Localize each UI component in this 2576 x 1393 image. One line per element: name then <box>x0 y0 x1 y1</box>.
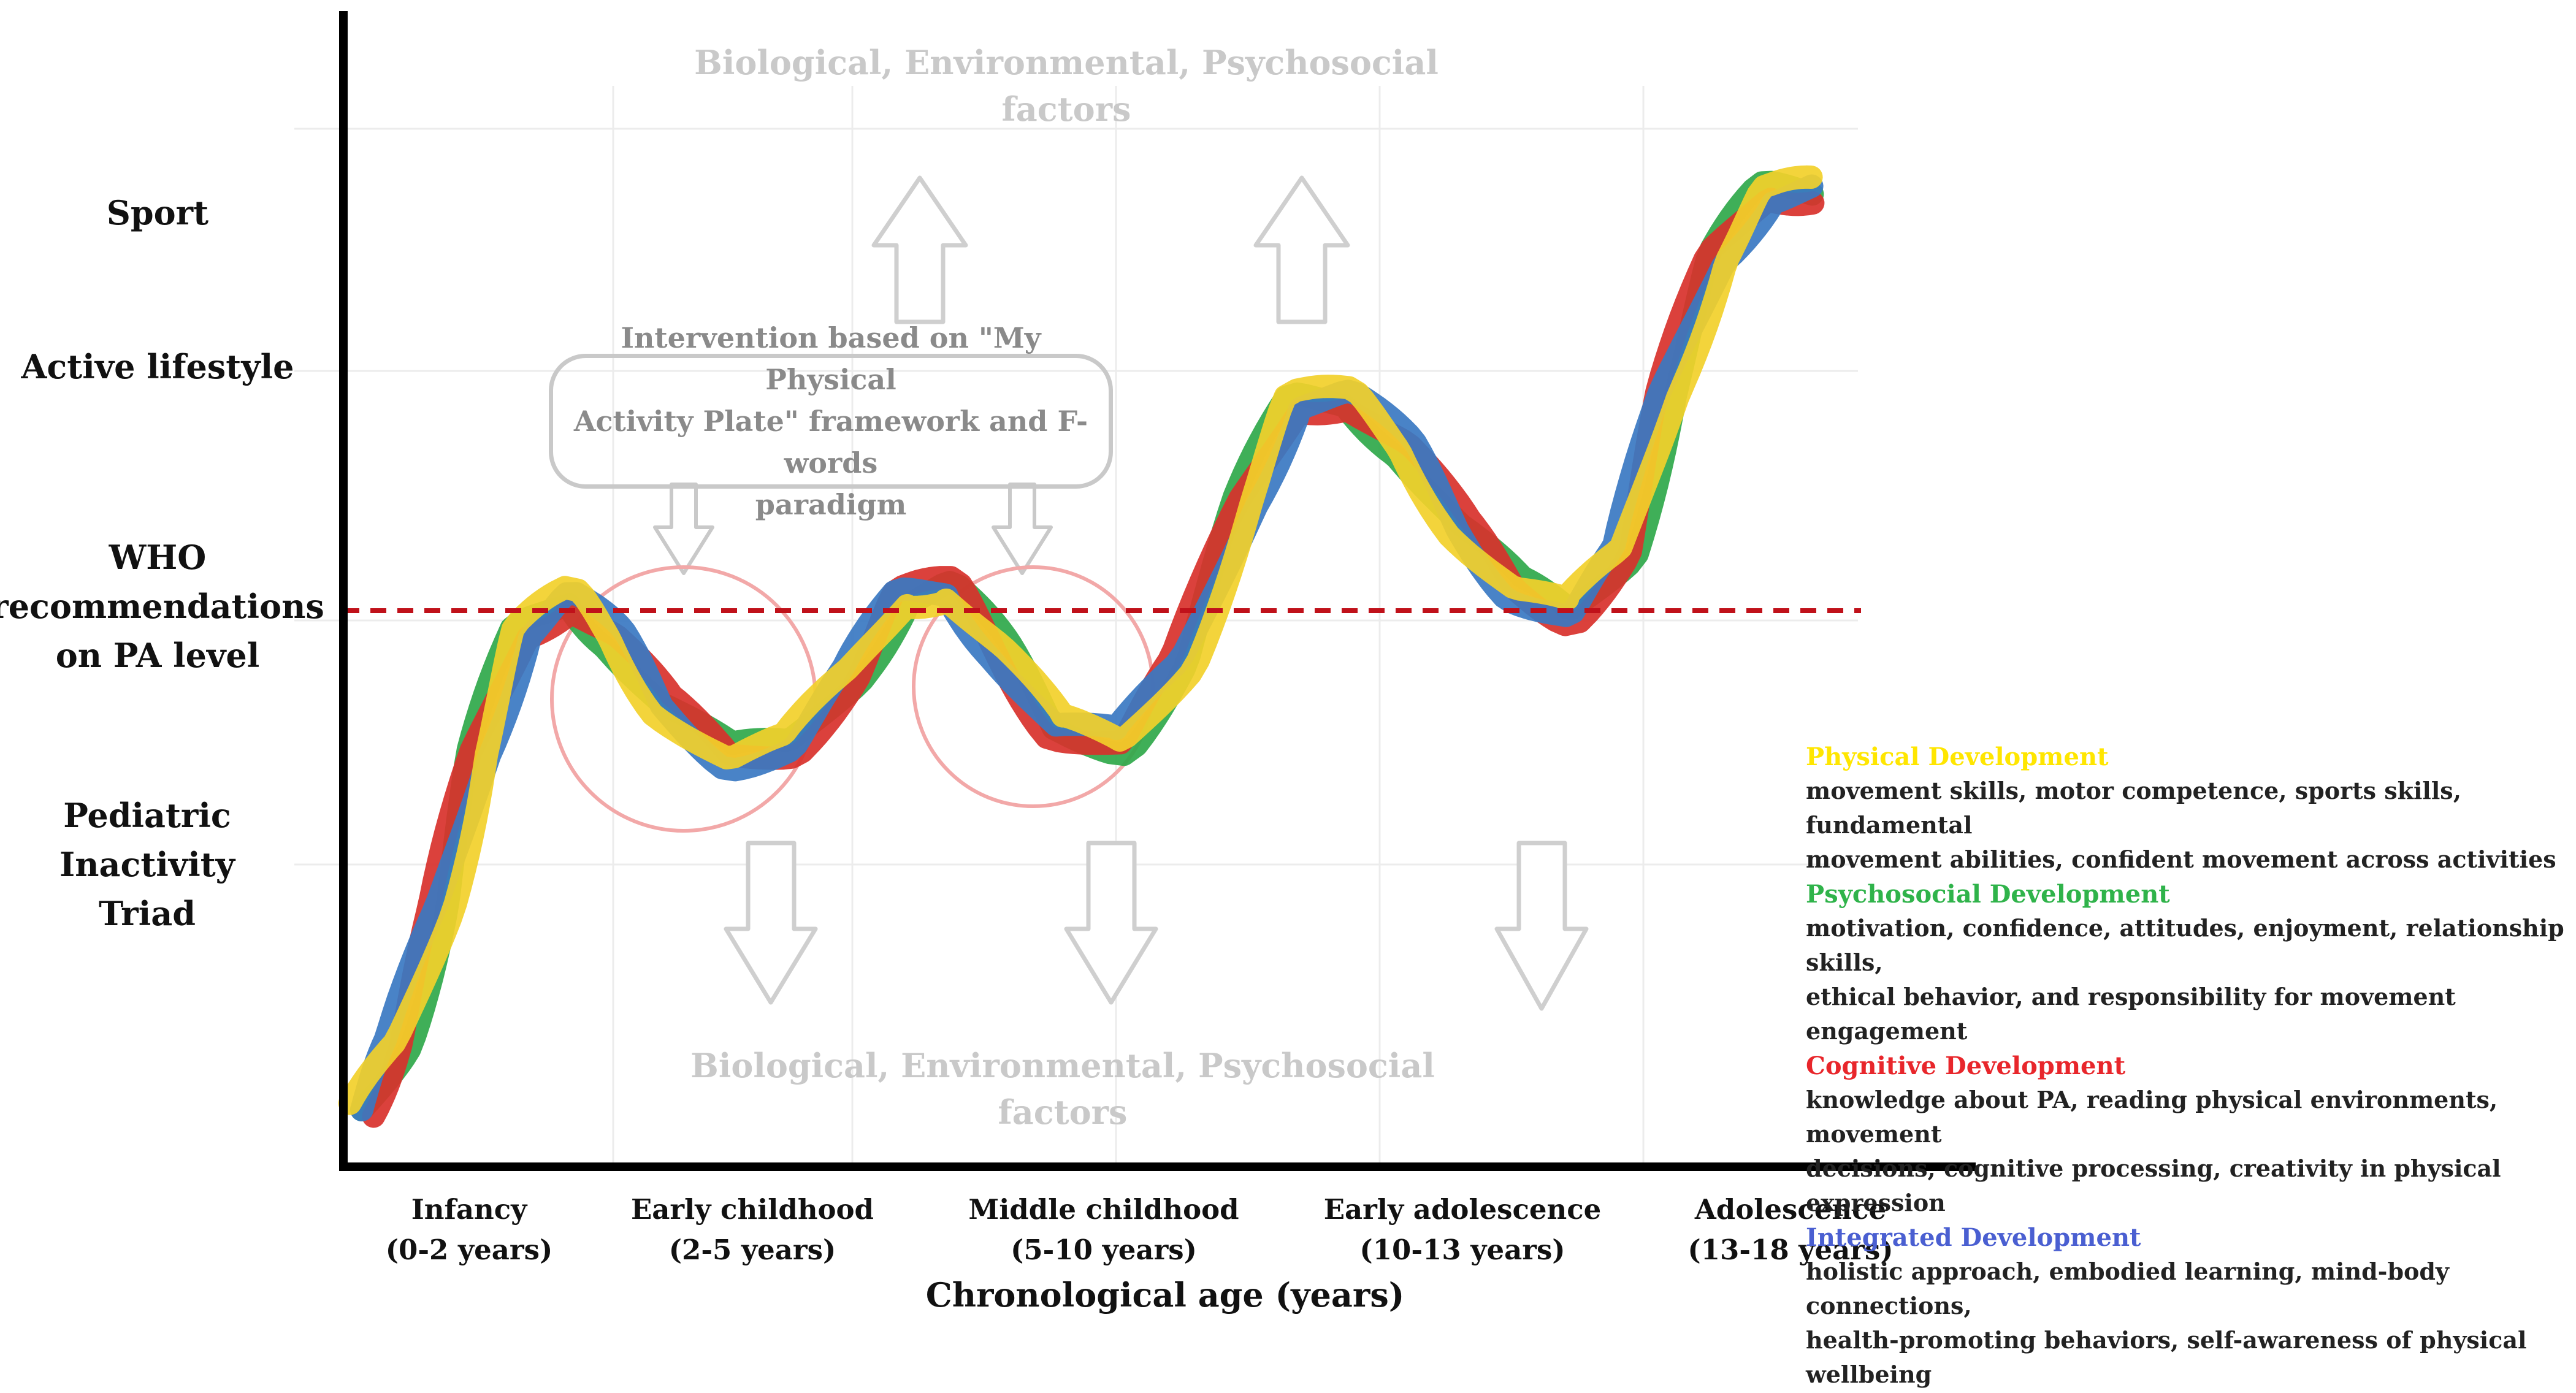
age-category-adolescence: Adolescence (13-18 years) <box>1687 1193 1894 1266</box>
legend-title-integrated: Integrated Development <box>1806 1223 2141 1252</box>
legend-title-psychosocial: Psychosocial Development <box>1806 880 2170 909</box>
diagram-canvas <box>294 11 1976 1171</box>
x-axis-title: Chronological age (years) <box>925 1275 1405 1315</box>
legend-desc-integrated: holistic approach, embodied learning, mi… <box>1806 1258 2527 1388</box>
legend-title-cognitive: Cognitive Development <box>1806 1051 2126 1080</box>
down-arrow-icon <box>724 841 818 1005</box>
legend-title-physical: Physical Development <box>1806 742 2109 771</box>
legend-desc-psychosocial: motivation, confidence, attitudes, enjoy… <box>1806 914 2564 1045</box>
down-arrow-icon <box>1494 841 1589 1011</box>
level-label-who: WHO recommendations on PA level <box>0 538 324 675</box>
factors-label-top: Biological, Environmental, Psychosocial … <box>694 43 1439 129</box>
down-arrow-icon <box>992 483 1053 575</box>
development-diagram: Biological, Environmental, Psychosocial … <box>0 11 2564 1388</box>
age-category-middle-childhood: Middle childhood (5-10 years) <box>968 1193 1239 1266</box>
legend-desc-cognitive: knowledge about PA, reading physical env… <box>1806 1086 2501 1216</box>
up-arrow-icon <box>871 175 968 324</box>
age-category-early-childhood: Early childhood (2-5 years) <box>630 1193 874 1266</box>
strand-yellow <box>338 165 1823 1115</box>
down-arrow-icon <box>653 483 714 575</box>
level-label-sport: Sport <box>106 193 209 232</box>
age-category-early-adolescence: Early adolescence (10-13 years) <box>1323 1193 1602 1266</box>
level-label-pit: Pediatric Inactivity Triad <box>59 796 235 933</box>
level-label-active-lifestyle: Active lifestyle <box>21 347 294 386</box>
intervention-callout: Intervention based on "My Physical Activ… <box>549 321 1113 521</box>
legend-desc-physical: movement skills, motor competence, sport… <box>1806 777 2556 873</box>
development-legend: Physical Development movement skills, mo… <box>1806 741 2572 1393</box>
age-category-infancy: Infancy (0-2 years) <box>385 1193 553 1266</box>
factors-label-bottom: Biological, Environmental, Psychosocial … <box>690 1046 1435 1132</box>
down-arrow-icon <box>1064 841 1158 1005</box>
strand-red <box>362 188 1825 1128</box>
up-arrow-icon <box>1253 175 1350 324</box>
